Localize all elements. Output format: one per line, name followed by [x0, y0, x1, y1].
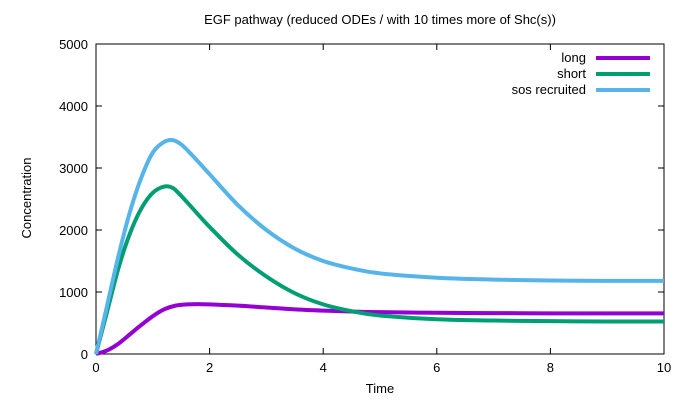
- x-tick-label: 0: [92, 360, 99, 375]
- y-tick-label: 2000: [59, 223, 88, 238]
- y-tick-label: 3000: [59, 161, 88, 176]
- y-axis-label: Concentration: [19, 158, 34, 239]
- x-tick-label: 2: [206, 360, 213, 375]
- y-tick-label: 0: [81, 347, 88, 362]
- series-line-long: [95, 302, 664, 356]
- series-line-short: [94, 184, 665, 355]
- x-tick-label: 4: [320, 360, 327, 375]
- axes: 0 2 4 6 8 10 0 1000 2000 3000 4000 5000: [59, 37, 671, 375]
- x-axis-label: Time: [366, 381, 394, 396]
- legend-label-long: long: [561, 50, 586, 65]
- y-tick-label: 4000: [59, 99, 88, 114]
- plot-frame: [95, 43, 665, 355]
- y-tick-label: 1000: [59, 285, 88, 300]
- y-tick-label: 5000: [59, 37, 88, 52]
- chart-title: EGF pathway (reduced ODEs / with 10 time…: [204, 12, 556, 27]
- legend-label-sos-recruited: sos recruited: [512, 82, 586, 97]
- x-tick-label: 6: [433, 360, 440, 375]
- series-layer: [94, 137, 665, 356]
- legend-label-short: short: [557, 66, 586, 81]
- series-line-sos-recruited: [94, 137, 665, 355]
- x-tick-label: 8: [547, 360, 554, 375]
- x-tick-label: 10: [657, 360, 671, 375]
